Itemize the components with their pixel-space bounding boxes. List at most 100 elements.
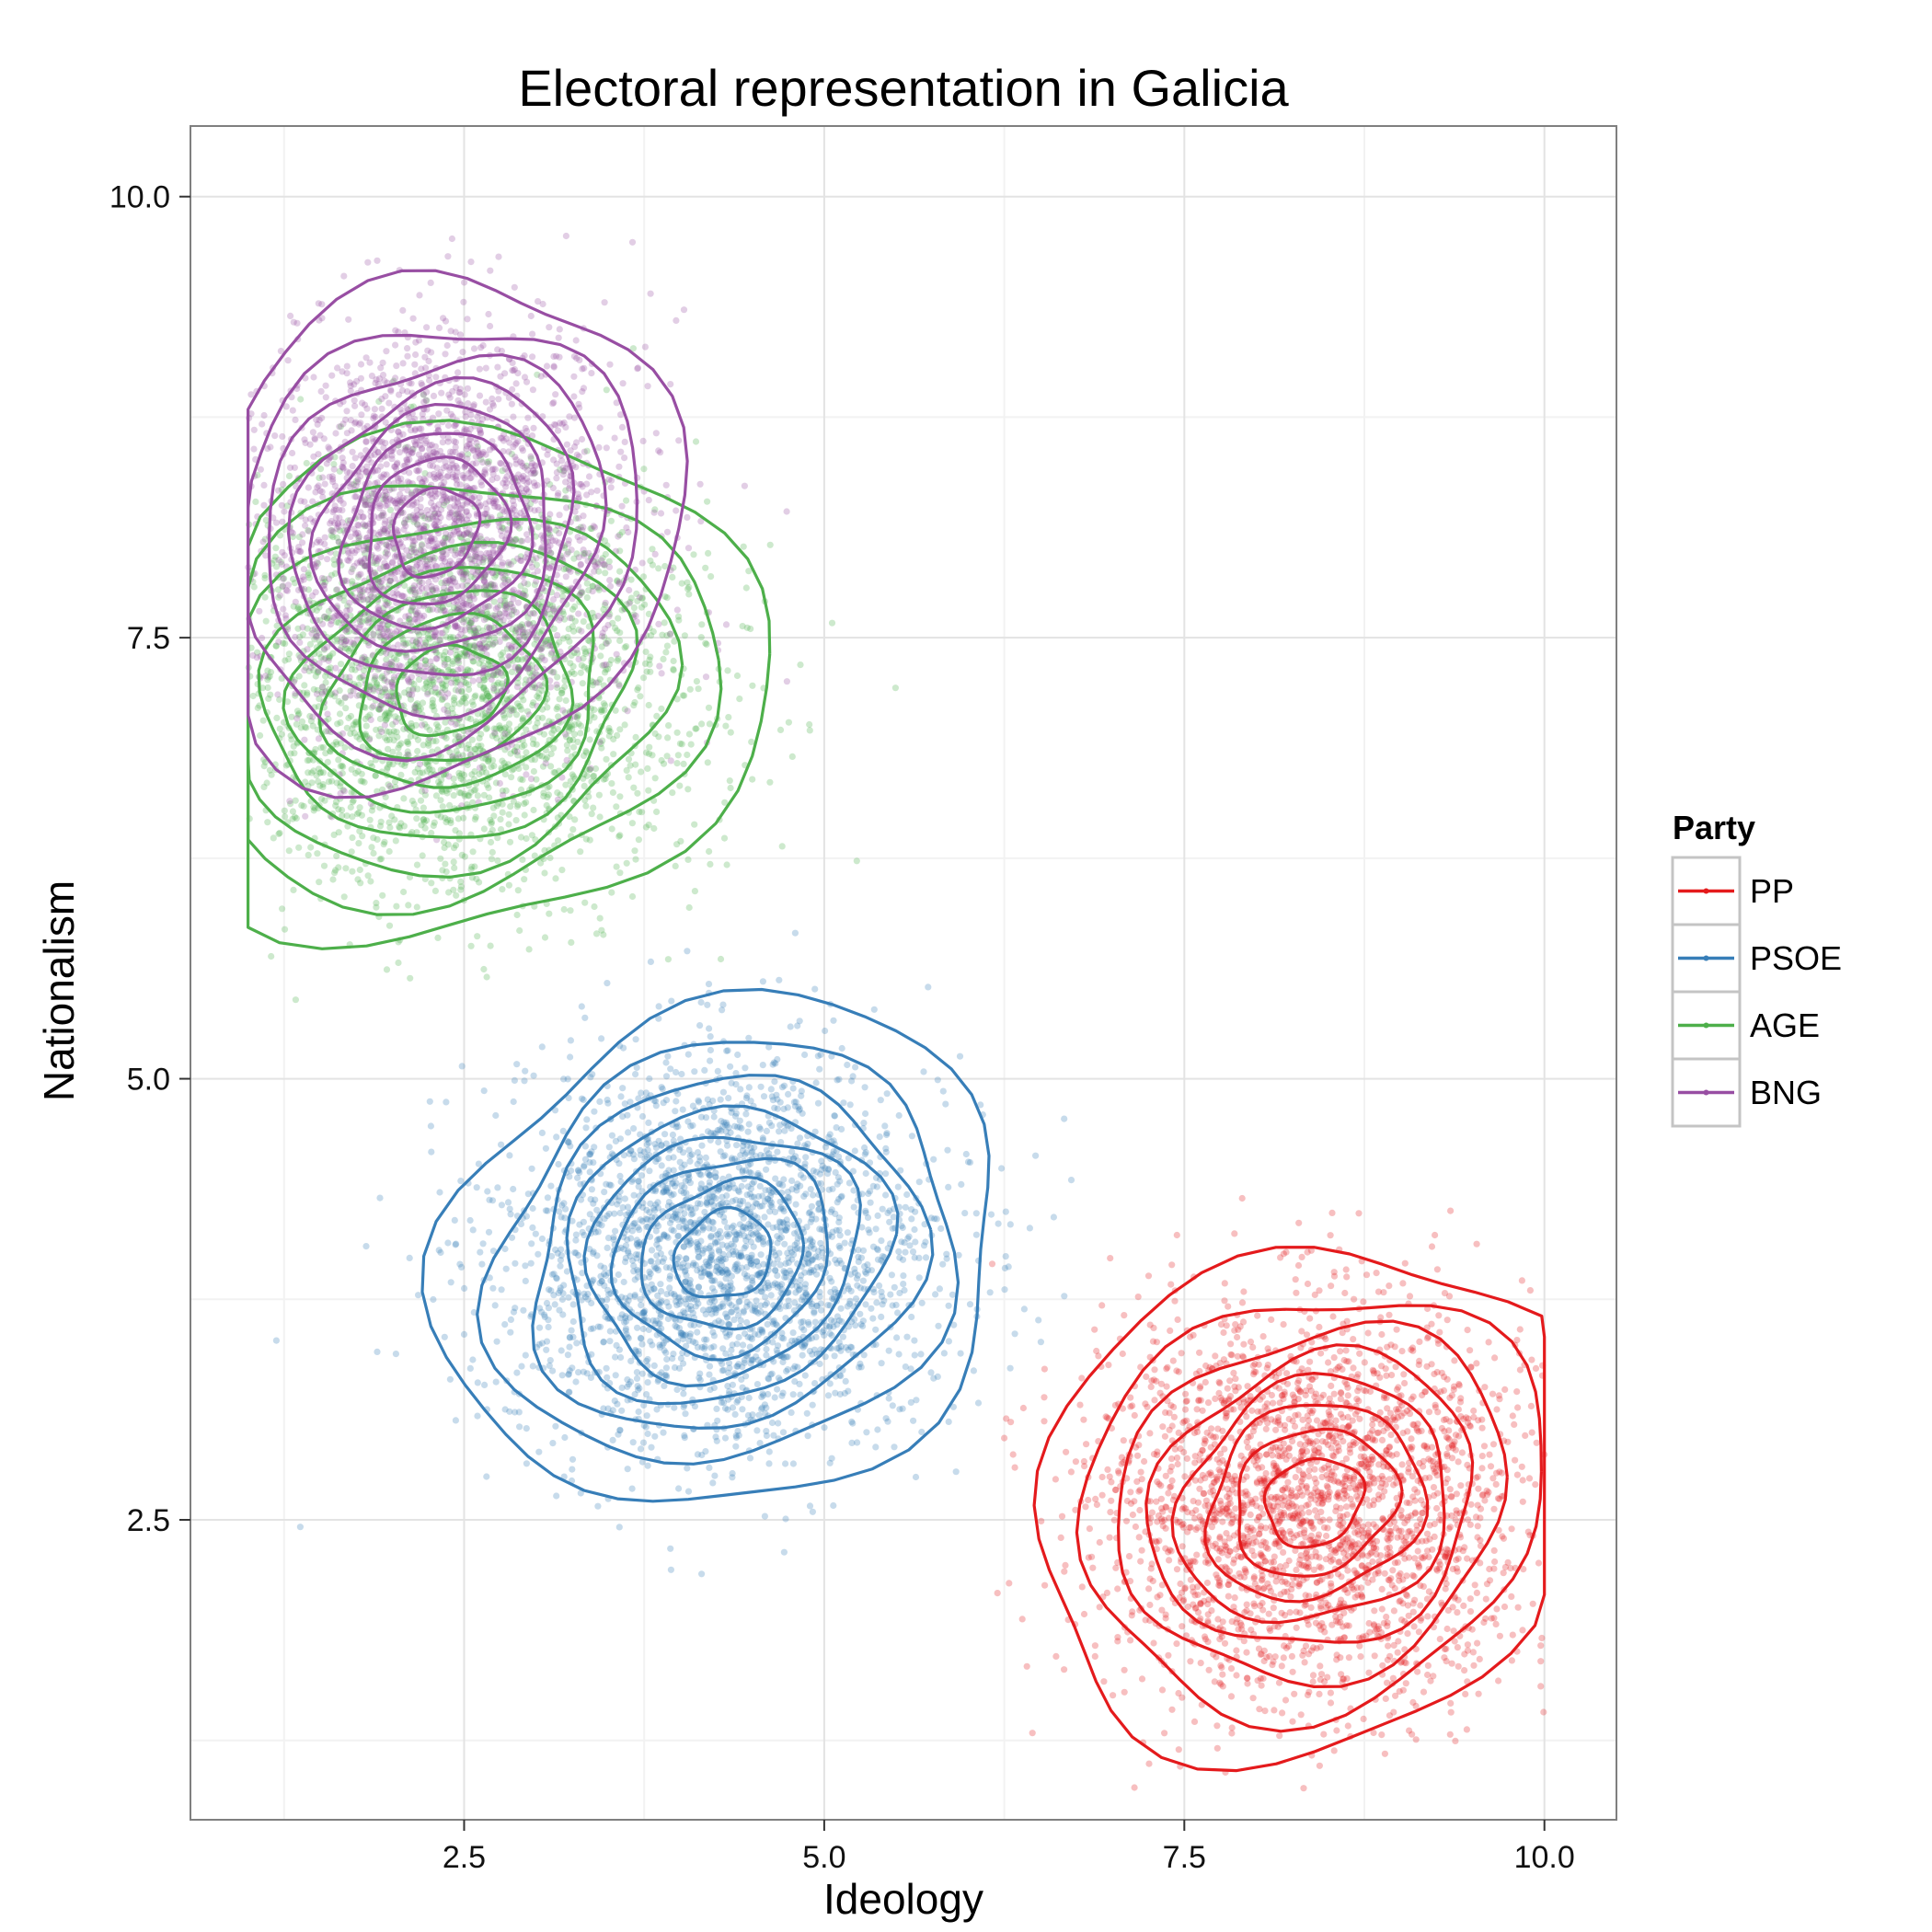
data-point <box>1370 1521 1377 1528</box>
data-point <box>592 1196 599 1203</box>
data-point <box>469 1356 477 1363</box>
data-point <box>876 1282 883 1290</box>
data-point <box>1121 1688 1128 1696</box>
data-point <box>452 1241 459 1248</box>
data-point <box>760 1392 767 1399</box>
data-point <box>825 1186 833 1193</box>
data-point <box>836 1232 844 1239</box>
data-point <box>1395 1384 1402 1391</box>
data-point <box>1121 1666 1128 1673</box>
data-point <box>1405 1612 1412 1619</box>
data-point <box>633 1369 641 1376</box>
data-point <box>854 1439 861 1446</box>
data-point <box>741 1271 748 1278</box>
data-point <box>1361 1359 1368 1366</box>
data-point <box>1293 1624 1300 1631</box>
data-point <box>1365 1669 1373 1676</box>
data-point <box>681 1309 688 1317</box>
data-point <box>1299 1416 1306 1423</box>
data-point <box>556 1306 563 1314</box>
data-point <box>730 1250 738 1259</box>
data-point <box>529 1204 536 1213</box>
data-point <box>481 1381 489 1388</box>
data-point <box>723 1047 730 1054</box>
data-point <box>466 1364 474 1372</box>
data-point <box>687 1321 695 1328</box>
data-point <box>1332 1432 1340 1440</box>
data-point <box>718 1127 725 1134</box>
data-point <box>1433 1368 1441 1376</box>
data-point <box>1445 1427 1453 1434</box>
data-point <box>653 1264 661 1272</box>
data-point <box>558 1252 565 1259</box>
data-point <box>732 1070 740 1077</box>
data-point <box>706 1363 714 1370</box>
data-point <box>1420 1582 1427 1590</box>
data-point <box>802 1154 810 1161</box>
data-point <box>859 1322 867 1330</box>
data-point <box>870 1006 878 1013</box>
data-point <box>755 1411 763 1419</box>
data-point <box>753 1297 760 1305</box>
data-point <box>652 1102 660 1110</box>
data-point <box>1181 1406 1190 1413</box>
data-point <box>677 1354 685 1363</box>
data-point <box>768 1203 776 1211</box>
data-point <box>1436 1328 1443 1336</box>
data-point <box>754 1356 762 1363</box>
data-point <box>1532 1481 1539 1489</box>
data-point <box>523 1213 531 1220</box>
data-point <box>728 1346 735 1354</box>
data-point <box>557 1262 564 1270</box>
data-point <box>788 1337 796 1344</box>
data-point <box>1409 1698 1417 1706</box>
data-point <box>727 1063 734 1070</box>
data-point <box>1221 1297 1228 1305</box>
data-point <box>838 1317 845 1326</box>
data-point <box>492 1111 500 1120</box>
data-point <box>563 1268 571 1275</box>
data-point <box>598 1222 605 1229</box>
data-point <box>1387 1432 1395 1439</box>
data-point <box>1316 1762 1323 1769</box>
data-point <box>799 1110 806 1117</box>
data-point <box>716 1248 723 1255</box>
data-point <box>647 958 655 965</box>
data-point <box>1458 1449 1466 1456</box>
data-point <box>1513 1471 1521 1478</box>
data-point <box>789 1085 797 1092</box>
data-point <box>911 1254 918 1261</box>
data-point <box>757 1234 765 1241</box>
data-point <box>1378 1330 1386 1339</box>
data-point <box>603 1180 610 1188</box>
data-point <box>915 1179 923 1186</box>
data-point <box>676 1146 684 1154</box>
data-point <box>618 1384 626 1392</box>
data-point <box>863 1270 870 1277</box>
data-point <box>855 1258 862 1265</box>
data-point <box>799 1174 807 1181</box>
data-point <box>945 1183 952 1190</box>
data-point <box>1067 1177 1075 1184</box>
data-point <box>522 1262 529 1270</box>
data-point <box>684 1305 692 1313</box>
data-point <box>822 1353 829 1361</box>
data-point <box>1093 1501 1100 1509</box>
data-point <box>1292 1510 1299 1517</box>
data-point <box>658 1084 665 1091</box>
data-point <box>862 1209 869 1216</box>
data-point <box>769 1061 776 1068</box>
data-point <box>872 1225 880 1233</box>
data-point <box>765 1448 773 1455</box>
data-point <box>723 1295 730 1303</box>
data-point <box>780 1207 788 1215</box>
data-point <box>1378 1472 1386 1480</box>
data-point <box>862 1169 869 1178</box>
data-point <box>654 1259 662 1266</box>
data-point <box>707 1257 714 1264</box>
data-point <box>627 1235 635 1242</box>
data-point <box>719 1193 726 1201</box>
data-point <box>797 1276 804 1283</box>
data-point <box>558 1213 565 1221</box>
data-point <box>638 1302 645 1309</box>
